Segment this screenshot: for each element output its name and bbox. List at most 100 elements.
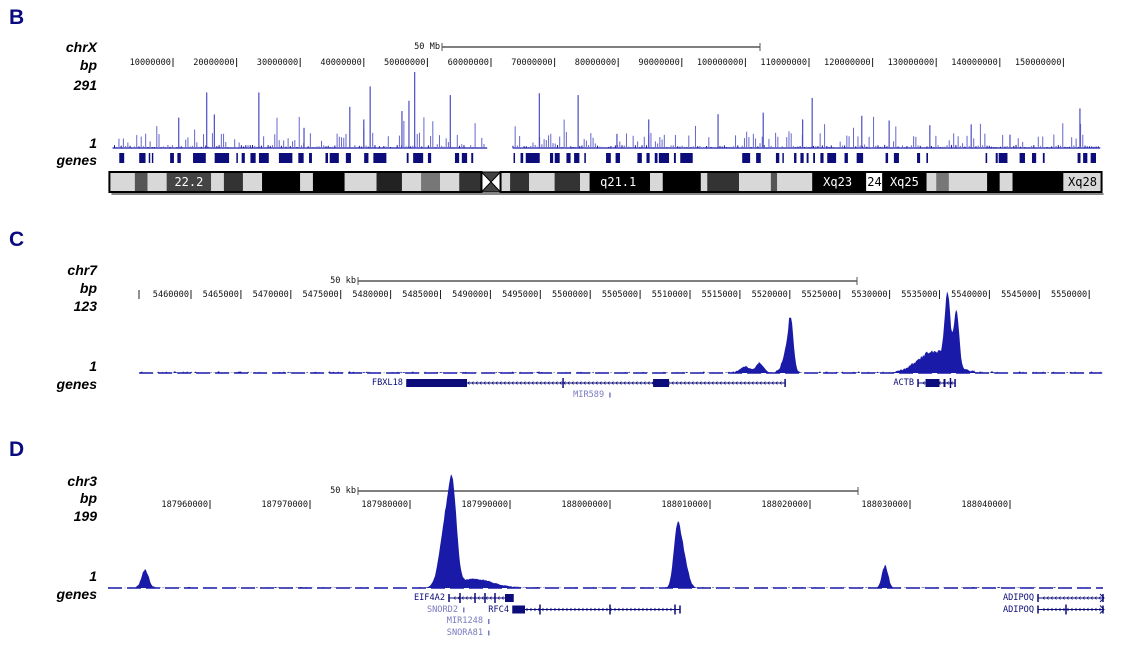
strand-arrow <box>637 607 640 612</box>
gene-block <box>413 153 424 163</box>
ideogram-band <box>580 172 590 192</box>
strand-arrow <box>583 381 586 385</box>
strand-arrow <box>573 607 576 612</box>
gene-block <box>461 153 468 163</box>
gene-coding-exon <box>513 605 525 614</box>
strand-arrow <box>759 381 762 385</box>
strand-arrow <box>611 381 614 385</box>
strand-arrow <box>499 381 502 385</box>
ideogram-band <box>554 172 581 192</box>
gene-label: SNORD2 <box>426 604 458 615</box>
strand-arrow <box>1054 607 1057 612</box>
ideogram-band <box>242 172 263 192</box>
chrom-label: chr7 <box>67 262 97 278</box>
scale-bar-label: 50 kb <box>330 276 356 286</box>
strand-arrow <box>569 607 572 612</box>
strand-arrow <box>1046 596 1049 600</box>
ideogram-band <box>1012 172 1064 192</box>
strand-arrow <box>565 607 568 612</box>
ideogram-band <box>1063 172 1102 192</box>
gene-mark <box>609 392 611 398</box>
ymax-label: 199 <box>73 508 97 524</box>
strand-arrow <box>603 381 606 385</box>
gene-block <box>637 153 642 163</box>
strand-arrow <box>763 381 766 385</box>
gene-coding-exon <box>943 379 946 387</box>
gene-block <box>673 153 676 163</box>
strand-arrow <box>559 381 562 385</box>
ideogram-band <box>926 172 937 192</box>
strand-arrow <box>699 381 702 385</box>
tick-label: 70000000 <box>511 58 553 68</box>
strand-arrow <box>625 607 628 612</box>
gene-block <box>309 153 312 163</box>
strand-arrow <box>621 607 624 612</box>
strand-arrow <box>617 607 620 612</box>
strand-arrow <box>771 381 774 385</box>
gene-block <box>782 153 784 163</box>
strand-arrow <box>647 381 650 385</box>
strand-arrow <box>775 381 778 385</box>
strand-arrow <box>675 381 678 385</box>
strand-arrow <box>593 607 596 612</box>
strand-arrow <box>503 381 506 385</box>
gene-block <box>1090 153 1097 163</box>
gene-block <box>885 153 889 163</box>
strand-arrow <box>543 381 546 385</box>
strand-arrow <box>553 607 556 612</box>
gene-block <box>646 153 650 163</box>
chrom-label: chrX <box>65 39 97 55</box>
ymax-label: 291 <box>73 77 97 93</box>
gene-block <box>214 153 230 163</box>
ymin-label: 1 <box>89 358 97 374</box>
strand-arrow <box>755 381 758 385</box>
gene-block <box>1019 153 1025 163</box>
panel-letter-b: B <box>9 6 25 29</box>
tick-label: 5520000 <box>751 290 788 300</box>
ideogram-band <box>866 172 883 192</box>
gene-block <box>658 153 670 163</box>
strand-arrow <box>595 381 598 385</box>
gene-block <box>329 153 339 163</box>
tick-label: 188020000 <box>761 500 808 510</box>
gene-block <box>806 153 809 163</box>
tick-label: 5480000 <box>352 290 389 300</box>
gene-block <box>856 153 864 163</box>
strand-arrow <box>471 381 474 385</box>
strand-arrow <box>597 607 600 612</box>
ideogram-band <box>777 172 813 192</box>
strand-arrow <box>627 381 630 385</box>
band-label: 22.2 <box>174 175 204 189</box>
strand-arrow <box>1042 607 1045 612</box>
gene-block <box>250 153 256 163</box>
strand-arrow <box>613 607 616 612</box>
strand-arrow <box>1050 596 1053 600</box>
gene-label: RFC4 <box>488 604 509 615</box>
gene-block <box>236 153 238 163</box>
gene-mark <box>488 630 490 636</box>
band-label: q21.1 <box>600 175 637 189</box>
tick-label: 5475000 <box>302 290 339 300</box>
ideogram-band <box>707 172 740 192</box>
scale-bar-label: 50 Mb <box>414 42 440 52</box>
strand-arrow <box>671 381 674 385</box>
gene-block <box>893 153 899 163</box>
strand-arrow <box>1062 596 1065 600</box>
strand-arrow <box>1090 607 1093 612</box>
ideogram-band <box>376 172 402 192</box>
strand-arrow <box>567 381 570 385</box>
strand-arrow <box>1078 607 1081 612</box>
strand-arrow <box>1094 607 1097 612</box>
strand-arrow <box>615 381 618 385</box>
tick-label: 5465000 <box>202 290 239 300</box>
gene-block <box>775 153 780 163</box>
strand-arrow <box>1094 596 1097 600</box>
tick-label: 188000000 <box>561 500 608 510</box>
strand-arrow <box>581 607 584 612</box>
strand-arrow <box>767 381 770 385</box>
strand-arrow <box>1070 596 1073 600</box>
ideogram-band <box>999 172 1013 192</box>
strand-arrow <box>1078 596 1081 600</box>
strand-arrow <box>607 381 610 385</box>
ideogram-band <box>401 172 422 192</box>
